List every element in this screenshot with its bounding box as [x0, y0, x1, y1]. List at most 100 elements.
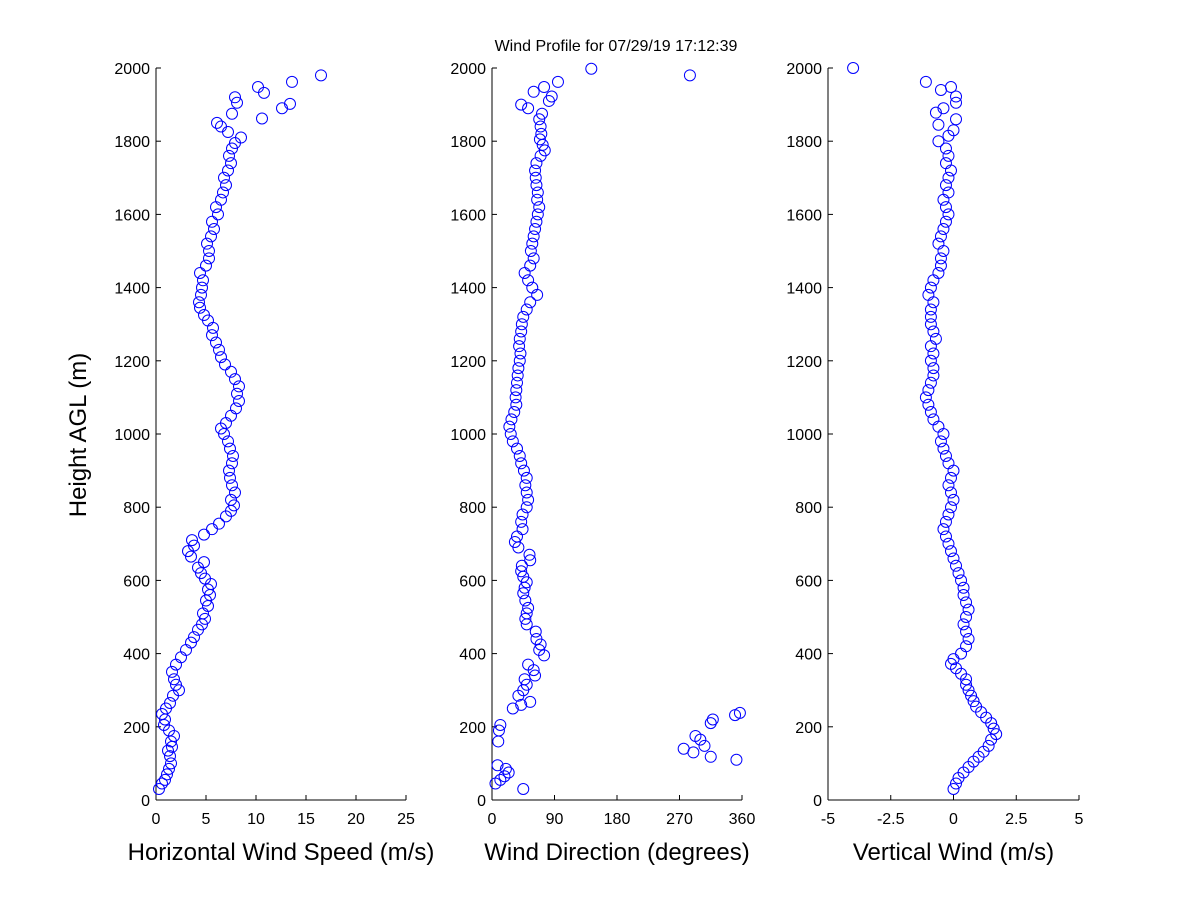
speed-data-point — [252, 81, 264, 94]
vertical-data-point — [950, 90, 963, 103]
direction-data-point — [531, 208, 544, 221]
speed-data-point — [231, 96, 243, 109]
direction-data-point — [530, 215, 543, 228]
y-axis-label: Height AGL (m) — [65, 353, 92, 518]
speed-data-point — [168, 673, 180, 686]
chart-title: Wind Profile for 07/29/19 17:12:39 — [495, 38, 738, 55]
direction-data-point — [515, 698, 528, 711]
direction-data-point — [520, 607, 533, 620]
vertical-data-point — [939, 179, 952, 192]
speed-data-point — [210, 336, 222, 349]
direction-data-point — [531, 193, 544, 206]
direction-data-point — [517, 310, 530, 323]
direction-data-point — [515, 559, 528, 572]
speed-data-point — [206, 329, 218, 342]
speed-data-point — [185, 550, 197, 563]
speed-data-point — [206, 215, 218, 228]
speed-data-point — [202, 583, 214, 596]
speed-data-point — [213, 343, 225, 356]
vertical-y-tick-label: 1600 — [786, 207, 822, 224]
vertical-data-point — [937, 442, 950, 455]
speed-data-point — [198, 309, 210, 322]
speed-data-point — [198, 556, 210, 569]
speed-x-axis-label: Horizontal Wind Speed (m/s) — [128, 839, 435, 866]
vertical-data-point — [919, 391, 932, 404]
speed-data-point — [224, 442, 236, 455]
direction-data-point — [518, 673, 531, 686]
vertical-data-point — [924, 406, 937, 419]
direction-data-point — [515, 98, 528, 111]
speed-data-point — [256, 112, 268, 125]
speed-data-point — [233, 395, 245, 408]
direction-data-point — [523, 548, 536, 561]
vertical-data-point — [944, 501, 957, 514]
speed-data-point — [226, 107, 238, 120]
speed-data-point — [224, 471, 236, 484]
direction-y-tick-label: 1800 — [450, 134, 486, 151]
vertical-data-point — [939, 201, 952, 214]
speed-data-point — [223, 464, 235, 477]
vertical-x-tick-label: -2.5 — [877, 811, 905, 828]
vertical-y-tick-label: 200 — [795, 720, 822, 737]
direction-y-tick-label: 400 — [459, 647, 486, 664]
vertical-data-point — [957, 581, 970, 594]
speed-data-point — [215, 351, 227, 364]
direction-data-point — [689, 729, 702, 742]
direction-data-point — [733, 706, 746, 719]
speed-data-point — [194, 266, 206, 279]
direction-data-point — [529, 171, 542, 184]
speed-y-tick-label: 200 — [123, 720, 150, 737]
vertical-data-point — [960, 611, 973, 623]
vertical-data-point — [950, 559, 963, 572]
vertical-data-point — [927, 325, 940, 338]
direction-data-point — [538, 144, 551, 157]
direction-data-point — [527, 230, 540, 243]
vertical-data-point — [934, 435, 947, 448]
direction-data-point — [522, 102, 535, 115]
direction-data-point — [524, 554, 537, 567]
direction-data-point — [533, 643, 546, 656]
vertical-data-point — [922, 288, 935, 301]
direction-data-point — [515, 457, 528, 470]
direction-data-point — [698, 739, 711, 752]
vertical-data-point — [939, 530, 952, 543]
vertical-data-point — [939, 142, 952, 155]
direction-data-point — [520, 471, 533, 484]
direction-y-tick-label: 0 — [477, 793, 486, 810]
vertical-x-axis-label: Vertical Wind (m/s) — [853, 839, 1054, 866]
vertical-data-point — [924, 354, 937, 367]
vertical-data-point — [937, 223, 950, 236]
speed-y-tick-label: 1400 — [114, 281, 150, 298]
speed-data-point — [208, 223, 220, 236]
direction-data-point — [529, 164, 542, 177]
speed-data-point — [194, 301, 206, 314]
vertical-data-point — [955, 574, 968, 587]
direction-data-point — [519, 479, 532, 492]
speed-data-point — [156, 777, 168, 790]
speed-data-point — [229, 91, 241, 104]
speed-data-point — [163, 762, 175, 775]
vertical-data-point — [942, 479, 955, 492]
direction-data-point — [503, 420, 516, 433]
vertical-data-point — [990, 728, 1003, 741]
speed-x-tick-label: 25 — [397, 811, 415, 828]
direction-x-tick-label: 270 — [666, 811, 693, 828]
direction-data-point — [530, 632, 543, 645]
direction-data-point — [498, 770, 511, 783]
speed-data-point — [222, 435, 234, 448]
speed-y-tick-label: 0 — [141, 793, 150, 810]
speed-data-point — [205, 230, 217, 243]
direction-x-tick-label: 360 — [729, 811, 756, 828]
direction-y-tick-label: 800 — [459, 500, 486, 517]
direction-data-point — [520, 678, 533, 691]
vertical-data-point — [924, 303, 937, 316]
speed-data-point — [165, 757, 177, 770]
direction-data-point — [511, 376, 523, 389]
speed-data-point — [226, 457, 238, 470]
vertical-data-point — [932, 266, 945, 279]
vertical-data-point — [942, 537, 955, 550]
direction-data-point — [535, 127, 548, 140]
vertical-y-tick-label: 600 — [795, 573, 822, 590]
speed-x-tick-label: 20 — [347, 811, 365, 828]
